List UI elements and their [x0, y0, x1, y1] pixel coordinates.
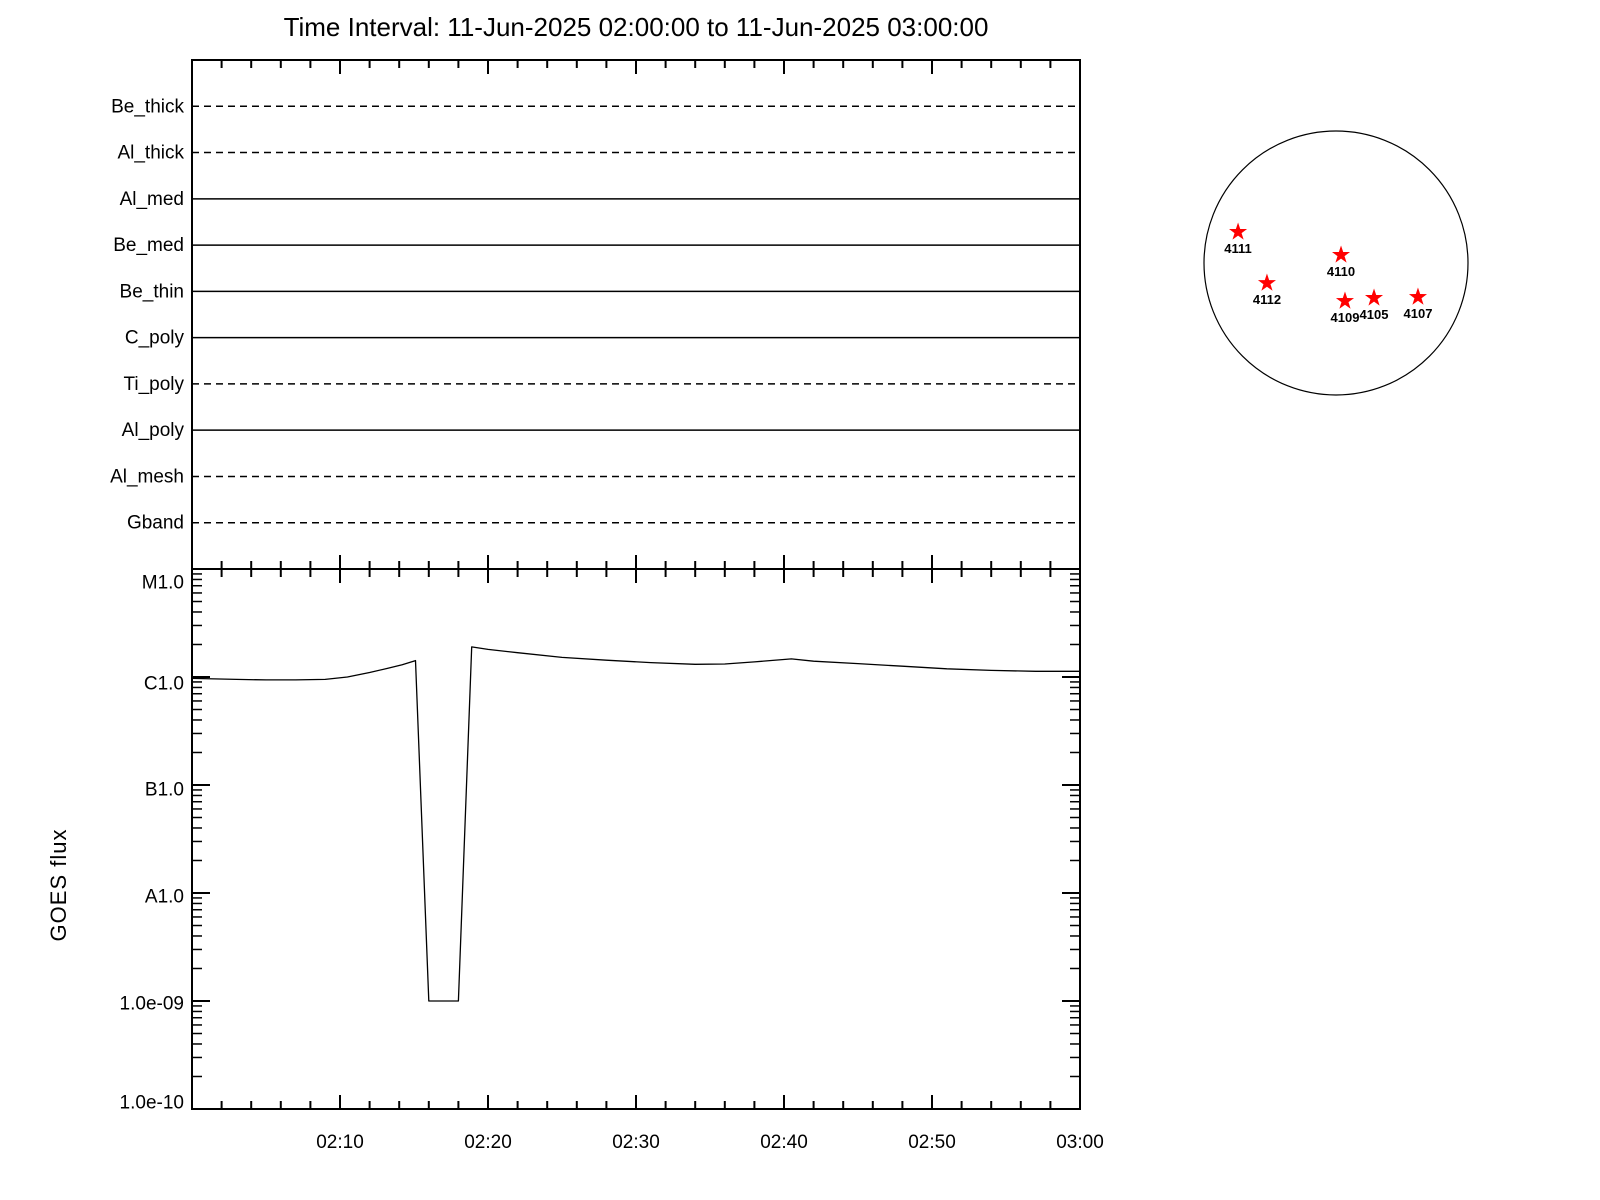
filter-label-al_thick: Al_thick — [117, 143, 184, 164]
filter-label-be_med: Be_med — [113, 235, 184, 256]
filter-row-al_thick: Al_thick — [117, 143, 1080, 164]
filter-label-al_mesh: Al_mesh — [110, 466, 184, 487]
active-region-label: 4109 — [1331, 310, 1360, 325]
panel-frames — [191, 59, 1081, 1110]
solar-limb-circle — [1203, 130, 1469, 396]
active-region-star-icon — [1335, 291, 1355, 309]
filter-row-al_med: Al_med — [120, 189, 1080, 210]
filter-panel-frame — [191, 59, 1081, 570]
xtick-label-2: 02:30 — [612, 1132, 660, 1153]
active-region-star-icon — [1257, 273, 1276, 291]
filter-label-gband: Gband — [127, 513, 184, 534]
filter-label-al_med: Al_med — [120, 189, 184, 210]
ytick-label-0: M1.0 — [142, 573, 184, 594]
solar-disk-map: 4111 4110 4112 4109 4105 4107 — [1203, 130, 1469, 396]
filter-label-ti_poly: Ti_poly — [123, 374, 184, 395]
goes-flux-curve — [191, 646, 1080, 1002]
active-region-label: 4110 — [1327, 264, 1355, 279]
filter-label-al_poly: Al_poly — [122, 420, 185, 441]
ytick-label-2: B1.0 — [145, 780, 184, 801]
active-region-4112: 4112 — [1253, 273, 1281, 307]
ytick-label-3: A1.0 — [145, 887, 184, 908]
filter-row-gband: Gband — [127, 513, 1080, 534]
active-region-4107: 4107 — [1404, 287, 1433, 321]
filter-label-c_poly: C_poly — [125, 328, 185, 349]
active-region-star-icon — [1229, 222, 1248, 240]
ytick-label-4: 1.0e-09 — [120, 994, 184, 1015]
active-region-star-icon — [1331, 245, 1351, 263]
xtick-label-5: 03:00 — [1056, 1132, 1104, 1153]
ytick-label-1: C1.0 — [144, 674, 184, 695]
active-region-label: 4112 — [1253, 292, 1281, 307]
filter-row-al_mesh: Al_mesh — [110, 466, 1080, 487]
filter-row-al_poly: Al_poly — [122, 420, 1080, 441]
active-region-4110: 4110 — [1327, 245, 1355, 279]
filter-row-be_thick: Be_thick — [111, 96, 1080, 117]
active-region-star-icon — [1364, 288, 1384, 306]
filter-row-be_thin: Be_thin — [120, 281, 1080, 302]
xtick-label-1: 02:20 — [464, 1132, 512, 1153]
filter-row-ti_poly: Ti_poly — [123, 374, 1080, 395]
axis-labels: M1.0 C1.0 B1.0 A1.0 1.0e-09 1.0e-10 02:10 02:20… — [46, 573, 1104, 1154]
active-region-label: 4105 — [1360, 307, 1389, 322]
active-region-label: 4111 — [1224, 241, 1252, 256]
active-region-star-icon — [1408, 287, 1428, 305]
active-region-4111: 4111 — [1224, 222, 1252, 256]
xtick-label-4: 02:50 — [908, 1132, 956, 1153]
active-region-4109: 4109 — [1331, 291, 1360, 325]
filter-row-be_med: Be_med — [113, 235, 1080, 256]
ytick-label-5: 1.0e-10 — [120, 1093, 184, 1114]
filter-panel: Be_thick Al_thick Al_med Be_med Be_thin C_pol… — [110, 96, 1080, 534]
goes-flux-axis-title: GOES flux — [46, 829, 71, 942]
figure-title: Time Interval: 11-Jun-2025 02:00:00 to 1… — [283, 12, 989, 42]
active-region-label: 4107 — [1404, 306, 1433, 321]
filter-label-be_thin: Be_thin — [120, 281, 184, 302]
filter-label-be_thick: Be_thick — [111, 96, 184, 117]
active-region-4105: 4105 — [1360, 288, 1389, 322]
xtick-label-0: 02:10 — [316, 1132, 364, 1153]
xtick-label-3: 02:40 — [760, 1132, 808, 1153]
flux-axis-ticks — [192, 573, 1080, 1078]
goes-panel-frame — [191, 568, 1081, 1110]
time-axis-ticks — [220, 60, 1052, 1109]
filter-row-c_poly: C_poly — [125, 328, 1080, 349]
